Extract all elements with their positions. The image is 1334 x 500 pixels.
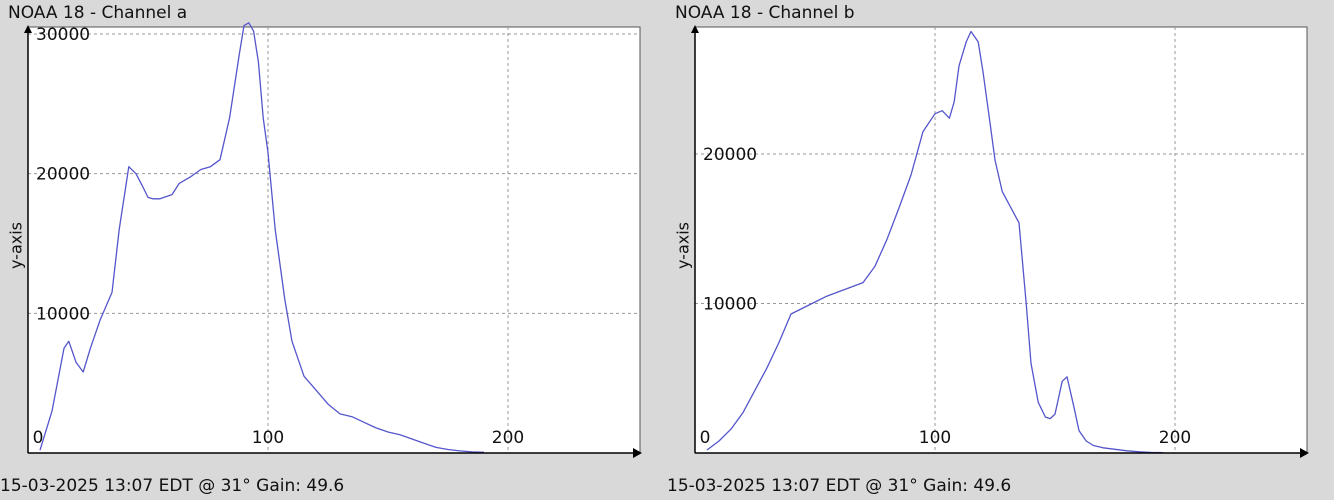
chart-plot-channel-a: 0 100 200 10000 20000 30000: [24, 22, 642, 458]
chart-title: NOAA 18 - Channel b: [675, 3, 855, 23]
chart-footer: 15-03-2025 13:07 EDT @ 31° Gain: 49.6: [0, 476, 345, 496]
plot-area: [27, 26, 641, 454]
y-tick-label: 30000: [36, 25, 90, 45]
y-tick-label: 10000: [703, 295, 757, 315]
series-line: [39, 22, 485, 453]
chart-plot-channel-b: 0 100 200 10000 20000: [691, 25, 1309, 458]
x-axis-arrow: [633, 448, 642, 458]
chart-panel-channel-a: NOAA 18 - Channel a y-axis 0 100 200 10000 2…: [0, 3, 642, 496]
x-tick-label: 100: [919, 428, 951, 448]
y-axis-arrow: [24, 25, 32, 33]
x-axis-arrow: [1300, 448, 1309, 458]
x-tick-label: 0: [700, 428, 711, 448]
y-tick-label: 20000: [703, 145, 757, 165]
y-tick-label: 20000: [36, 165, 90, 185]
chart-panel-channel-b: NOAA 18 - Channel b y-axis 0 100 200 10000 2…: [667, 0, 1334, 500]
x-tick-label: 200: [492, 428, 524, 448]
chart-title: NOAA 18 - Channel a: [8, 3, 188, 23]
x-tick-label: 200: [1159, 428, 1191, 448]
x-tick-label: 100: [252, 428, 284, 448]
plot-area: [694, 26, 1308, 454]
series-line: [706, 30, 1164, 454]
y-tick-label: 10000: [36, 304, 90, 324]
chart-footer: 15-03-2025 13:07 EDT @ 31° Gain: 49.6: [667, 476, 1012, 496]
x-tick-label: 0: [33, 428, 44, 448]
y-axis-arrow: [691, 25, 699, 33]
